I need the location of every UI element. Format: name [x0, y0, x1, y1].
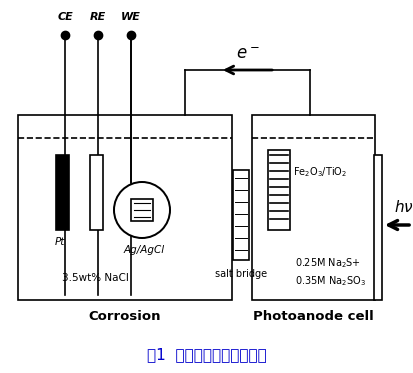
Bar	[252, 115, 374, 300]
Bar	[131, 199, 153, 221]
Text: 0.25M Na$_2$S+
0.35M Na$_2$SO$_3$: 0.25M Na$_2$S+ 0.35M Na$_2$SO$_3$	[294, 256, 365, 288]
Text: CE: CE	[57, 12, 73, 22]
Bar	[56, 155, 69, 230]
Text: $h\nu$: $h\nu$	[393, 199, 413, 215]
Text: Photoanode cell: Photoanode cell	[252, 310, 373, 323]
Text: Pt: Pt	[55, 237, 65, 247]
Text: 3.5wt% NaCl: 3.5wt% NaCl	[62, 273, 128, 283]
Text: $e^-$: $e^-$	[235, 45, 259, 63]
Text: Corrosion: Corrosion	[88, 310, 161, 323]
Bar	[233, 170, 248, 260]
Circle shape	[114, 182, 170, 238]
Text: 图1  电化学测试装置示意图: 图1 电化学测试装置示意图	[147, 348, 266, 363]
Text: salt bridge: salt bridge	[214, 269, 266, 279]
Bar	[373, 155, 381, 300]
Text: RE: RE	[90, 12, 106, 22]
Text: Fe$_2$O$_3$/TiO$_2$: Fe$_2$O$_3$/TiO$_2$	[292, 165, 346, 179]
Text: Ag/AgCl: Ag/AgCl	[123, 245, 164, 255]
Text: WE: WE	[121, 12, 140, 22]
Bar	[267, 150, 289, 230]
Bar	[90, 155, 103, 230]
Bar	[18, 115, 231, 300]
